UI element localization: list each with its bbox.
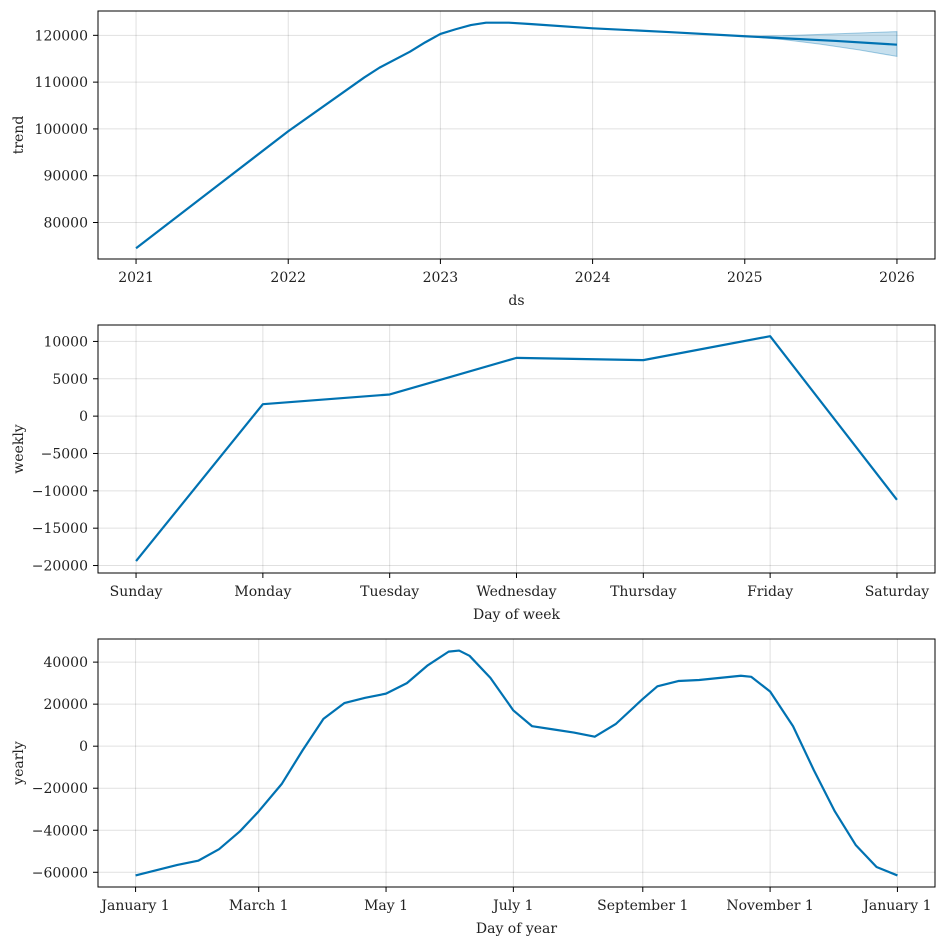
yearly-x-tick-label: January 1 <box>99 898 169 914</box>
weekly-x-axis-label: Day of week <box>473 607 561 623</box>
trend-axes-frame <box>97 10 936 260</box>
trend-y-tick-label: 120000 <box>35 28 88 44</box>
weekly-y-tick-label: −20000 <box>32 559 88 575</box>
yearly-x-axis-label: Day of year <box>476 921 558 937</box>
trend-panel: 2021 2022 2023 2024 2025 2026 80000 90000 100000… <box>11 10 936 309</box>
weekly-x-tick-label: Sunday <box>110 584 163 600</box>
yearly-x-tick-label: January 1 <box>861 898 931 914</box>
yearly-x-tick-label: November 1 <box>726 898 813 914</box>
yearly-y-tick-label: 40000 <box>43 655 88 671</box>
weekly-panel: Sunday Monday Tuesday Wednesday Thursday Frid… <box>11 324 936 623</box>
yearly-y-tick-label: −60000 <box>32 865 88 881</box>
yearly-panel: January 1 March 1 May 1 July 1 September 1 No… <box>11 638 936 937</box>
yearly-x-tick-label: July 1 <box>491 898 533 914</box>
weekly-x-tick-label: Saturday <box>865 584 930 600</box>
yearly-y-tick-label: −20000 <box>32 781 88 797</box>
yearly-y-tick-label: 0 <box>79 739 88 755</box>
trend-series-line <box>135 21 898 250</box>
yearly-x-tick-label: September 1 <box>597 898 688 914</box>
yearly-x-tick-label: March 1 <box>229 898 289 914</box>
trend-y-tick-label: 80000 <box>43 216 88 232</box>
trend-x-axis-label: ds <box>508 293 524 309</box>
trend-y-axis-label: trend <box>11 116 27 155</box>
weekly-y-axis-label: weekly <box>11 424 27 474</box>
weekly-x-tick-label: Monday <box>234 584 291 600</box>
trend-y-tick-label: 100000 <box>35 122 88 138</box>
weekly-series-line <box>135 335 898 562</box>
weekly-x-tick-label: Friday <box>747 584 793 600</box>
weekly-y-tick-label: −10000 <box>32 484 88 500</box>
trend-x-tick-label: 2024 <box>575 270 611 286</box>
yearly-y-tick-label: 20000 <box>43 697 88 713</box>
trend-y-tick-label: 110000 <box>35 75 88 91</box>
weekly-y-tick-label: −5000 <box>41 446 88 462</box>
weekly-y-tick-label: 5000 <box>52 372 88 388</box>
yearly-series-line <box>135 649 898 877</box>
trend-x-tick-label: 2021 <box>118 270 154 286</box>
weekly-x-tick-label: Tuesday <box>360 584 419 600</box>
weekly-x-tick-label: Wednesday <box>476 584 556 600</box>
yearly-y-tick-label: −40000 <box>32 823 88 839</box>
weekly-x-tick-label: Thursday <box>610 584 677 600</box>
yearly-y-axis-label: yearly <box>11 741 27 786</box>
trend-y-tick-label: 90000 <box>43 169 88 185</box>
trend-x-tick-label: 2023 <box>423 270 459 286</box>
weekly-y-tick-label: −15000 <box>32 521 88 537</box>
trend-x-tick-label: 2022 <box>270 270 306 286</box>
trend-x-tick-label: 2025 <box>727 270 763 286</box>
weekly-y-tick-label: 0 <box>79 409 88 425</box>
yearly-axes-frame <box>97 638 936 888</box>
weekly-y-tick-label: 10000 <box>43 334 88 350</box>
yearly-x-tick-label: May 1 <box>364 898 408 914</box>
trend-x-tick-label: 2026 <box>879 270 915 286</box>
